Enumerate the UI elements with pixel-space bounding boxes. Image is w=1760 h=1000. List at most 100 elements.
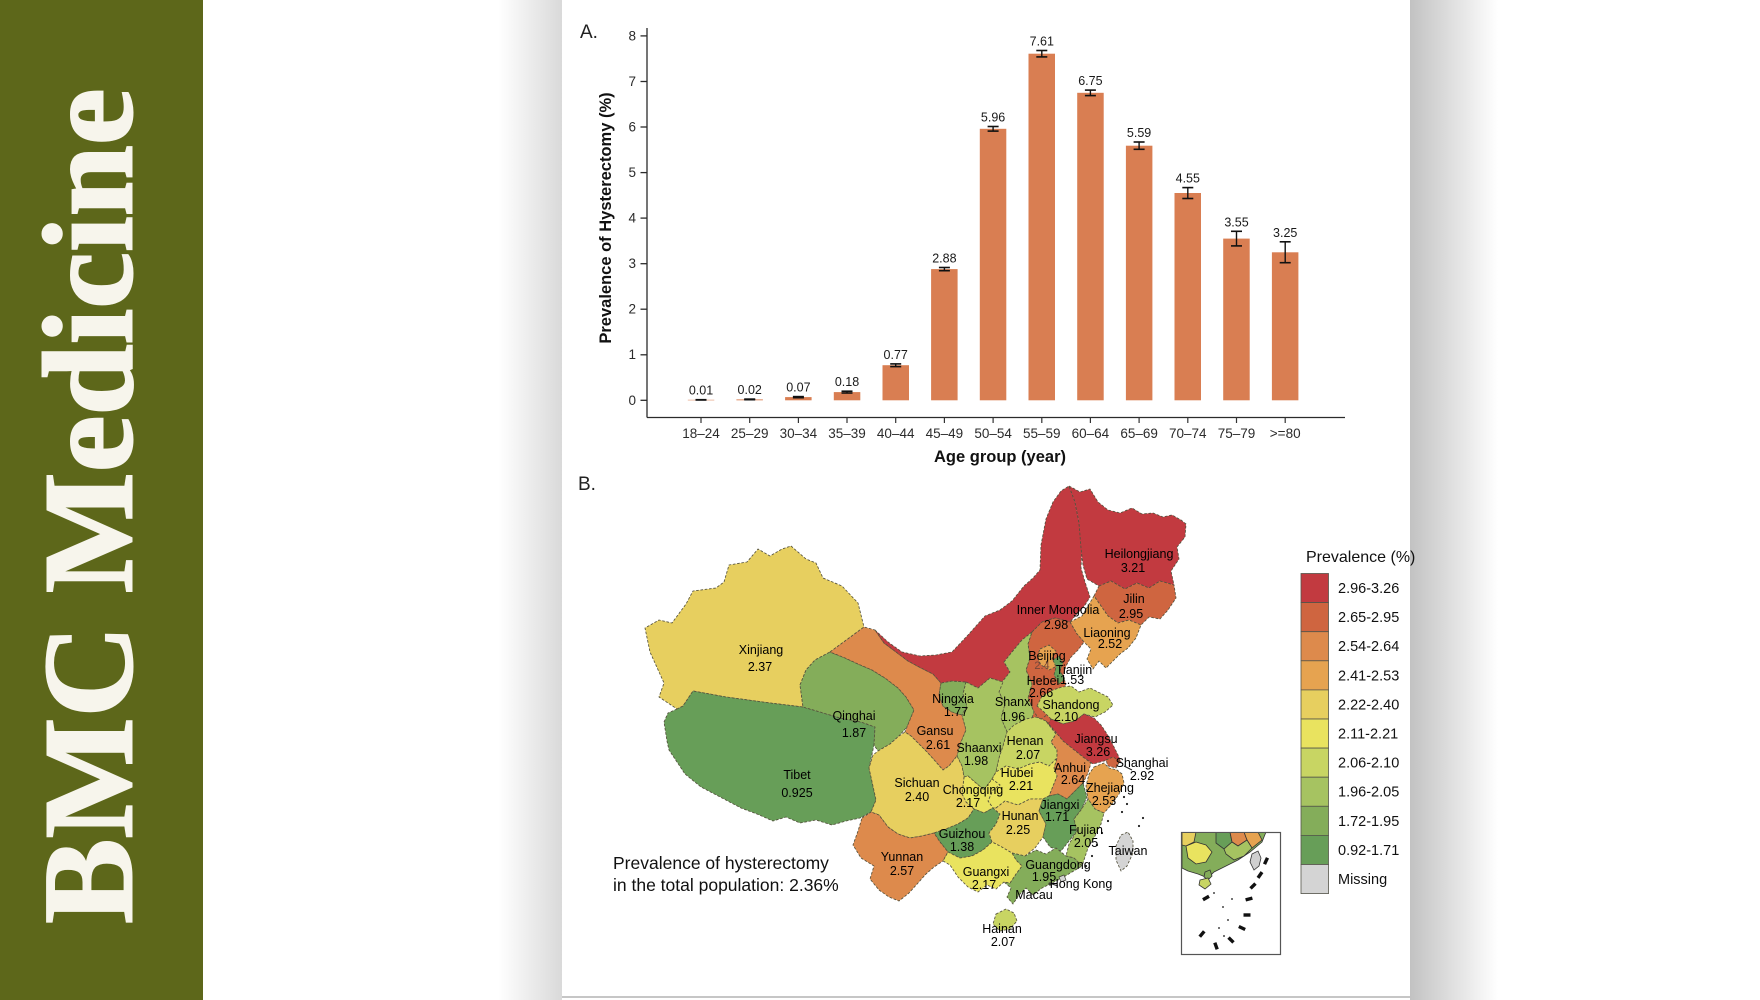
svg-text:0.01: 0.01 [689,384,713,398]
svg-text:7.61: 7.61 [1030,35,1054,49]
svg-text:Heilongjiang: Heilongjiang [1105,547,1174,561]
svg-text:Fujian: Fujian [1069,823,1103,837]
svg-text:Jiangsu: Jiangsu [1074,732,1117,746]
svg-text:55–59: 55–59 [1023,426,1061,441]
svg-text:2.17: 2.17 [956,796,980,810]
svg-text:1.77: 1.77 [944,705,968,719]
svg-text:3.26: 3.26 [1086,745,1110,759]
svg-text:1.96-2.05: 1.96-2.05 [1338,785,1399,801]
svg-text:Zhejiang: Zhejiang [1086,781,1134,795]
svg-text:1.96: 1.96 [1001,710,1025,724]
svg-text:7: 7 [628,74,636,89]
svg-text:50–54: 50–54 [974,426,1012,441]
svg-text:in the total population: 2.36%: in the total population: 2.36% [613,875,839,895]
svg-text:Guangxi: Guangxi [963,865,1010,879]
svg-text:Prevalence of hysterectomy: Prevalence of hysterectomy [613,853,829,873]
svg-text:70–74: 70–74 [1169,426,1207,441]
svg-text:Inner Mongolia: Inner Mongolia [1017,603,1100,617]
svg-text:3.25: 3.25 [1273,226,1297,240]
svg-text:1.95: 1.95 [1032,870,1056,884]
svg-text:2.17: 2.17 [972,878,996,892]
svg-text:3.55: 3.55 [1224,215,1248,229]
svg-text:Shaanxi: Shaanxi [956,741,1001,755]
svg-text:75–79: 75–79 [1218,426,1256,441]
svg-text:45–49: 45–49 [926,426,964,441]
svg-text:Shanxi: Shanxi [995,695,1033,709]
svg-text:A.: A. [580,22,598,43]
svg-text:2.65-2.95: 2.65-2.95 [1338,610,1399,626]
svg-text:1: 1 [628,347,636,362]
svg-text:2.54-2.64: 2.54-2.64 [1338,639,1399,655]
svg-text:Henan: Henan [1007,734,1044,748]
svg-text:2.57: 2.57 [890,864,914,878]
svg-text:2.64: 2.64 [1061,773,1085,787]
svg-text:4: 4 [628,211,636,226]
svg-text:Shandong: Shandong [1042,698,1099,712]
svg-text:Sichuan: Sichuan [894,776,939,790]
svg-text:Hainan: Hainan [982,922,1022,936]
svg-text:2.52: 2.52 [1098,637,1122,651]
svg-text:25–29: 25–29 [731,426,769,441]
svg-text:2.11-2.21: 2.11-2.21 [1338,727,1398,743]
svg-text:Liaoning: Liaoning [1083,626,1130,640]
svg-text:60–64: 60–64 [1072,426,1110,441]
svg-text:65–69: 65–69 [1120,426,1158,441]
svg-text:2.21: 2.21 [1009,779,1033,793]
svg-text:2.53: 2.53 [1092,794,1116,808]
svg-text:Missing: Missing [1338,872,1387,888]
svg-text:2.25: 2.25 [1006,823,1030,837]
svg-text:2.66: 2.66 [1029,686,1053,700]
svg-text:Hunan: Hunan [1002,809,1039,823]
svg-text:Guangdong: Guangdong [1025,858,1090,872]
svg-text:2.95: 2.95 [1119,607,1143,621]
svg-text:Qinghai: Qinghai [832,709,875,723]
svg-text:Jiangxi: Jiangxi [1041,798,1080,812]
svg-text:2.98: 2.98 [1044,618,1068,632]
svg-text:3: 3 [628,256,636,271]
svg-text:2.88: 2.88 [932,252,956,266]
svg-text:Hubei: Hubei [1001,766,1034,780]
svg-text:6: 6 [628,120,636,135]
svg-text:2.96-3.26: 2.96-3.26 [1338,581,1399,597]
svg-text:0.07: 0.07 [786,381,810,395]
svg-text:2: 2 [628,302,636,317]
svg-text:2.06-2.10: 2.06-2.10 [1338,756,1399,772]
svg-text:2.61: 2.61 [926,738,950,752]
svg-text:0: 0 [628,393,636,408]
svg-text:Hong Kong: Hong Kong [1050,877,1113,891]
svg-text:2.41-2.53: 2.41-2.53 [1338,668,1399,684]
svg-text:1.87: 1.87 [842,726,866,740]
svg-text:1.71: 1.71 [1045,810,1069,824]
svg-text:Age group (year): Age group (year) [934,448,1066,466]
svg-text:2.22-2.40: 2.22-2.40 [1338,697,1399,713]
svg-text:2.37: 2.37 [748,660,772,674]
svg-text:Ningxia: Ningxia [932,692,974,706]
svg-text:5.96: 5.96 [981,111,1005,125]
svg-text:>=80: >=80 [1270,426,1301,441]
svg-text:0.92-1.71: 0.92-1.71 [1338,843,1399,859]
svg-text:0.02: 0.02 [738,383,762,397]
svg-text:Prevalence (%): Prevalence (%) [1306,549,1415,566]
svg-text:Tibet: Tibet [783,768,811,782]
svg-text:Hebei: Hebei [1027,674,1060,688]
svg-text:Tianjin: Tianjin [1056,663,1092,677]
svg-text:Gansu: Gansu [917,724,954,738]
svg-text:Jilin: Jilin [1123,592,1145,606]
svg-text:6.75: 6.75 [1078,74,1102,88]
svg-text:1.72-1.95: 1.72-1.95 [1338,814,1399,830]
svg-text:B.: B. [578,474,596,495]
svg-text:0.925: 0.925 [781,786,812,800]
svg-text:40–44: 40–44 [877,426,915,441]
svg-text:4.55: 4.55 [1176,172,1200,186]
svg-text:0.18: 0.18 [835,375,859,389]
svg-text:5: 5 [628,165,636,180]
svg-text:Xinjiang: Xinjiang [739,643,784,657]
svg-text:Macau: Macau [1015,888,1053,902]
svg-text:2.05: 2.05 [1074,836,1098,850]
svg-text:Prevalence of Hysterectomy (%): Prevalence of Hysterectomy (%) [597,92,615,343]
svg-text:2.4: 2.4 [1034,660,1049,672]
svg-text:3.21: 3.21 [1121,561,1145,575]
svg-text:1.98: 1.98 [964,754,988,768]
svg-text:2.10: 2.10 [1054,710,1078,724]
svg-text:Yunnan: Yunnan [881,850,923,864]
